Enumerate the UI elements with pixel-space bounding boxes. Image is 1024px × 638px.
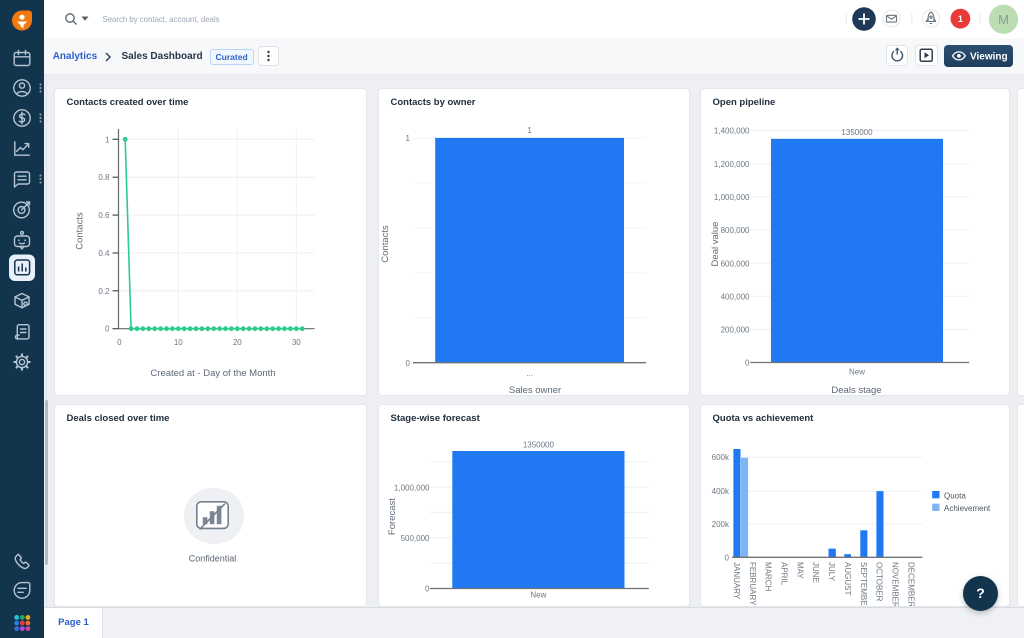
svg-text:1: 1	[105, 135, 110, 144]
svg-text:30: 30	[292, 338, 301, 347]
svg-text:20: 20	[233, 338, 242, 347]
svg-text:Contacts: Contacts	[75, 212, 86, 250]
svg-text:...: ...	[526, 369, 533, 378]
svg-text:0: 0	[117, 338, 122, 347]
svg-text:1,000,000: 1,000,000	[714, 193, 750, 202]
svg-text:NOVEMBER: NOVEMBER	[891, 562, 900, 607]
svg-text:APRIL: APRIL	[780, 562, 789, 586]
svg-text:400k: 400k	[712, 487, 730, 496]
svg-text:Deal value: Deal value	[710, 222, 721, 267]
svg-text:Deals stage: Deals stage	[831, 385, 881, 396]
svg-text:M: M	[998, 12, 1009, 27]
svg-text:Viewing: Viewing	[970, 51, 1008, 62]
svg-text:600,000: 600,000	[721, 259, 750, 268]
svg-text:Search by contact, account, de: Search by contact, account, deals	[103, 14, 220, 24]
svg-text:1350000: 1350000	[841, 128, 873, 137]
svg-text:0.4: 0.4	[98, 249, 110, 258]
svg-text:DECEMBER: DECEMBER	[906, 562, 915, 607]
svg-text:SEPTEMBER: SEPTEMBER	[859, 562, 868, 607]
svg-text:Contacts: Contacts	[380, 225, 391, 263]
svg-text:10: 10	[174, 338, 183, 347]
svg-text:JUNE: JUNE	[811, 562, 820, 583]
svg-text:400,000: 400,000	[721, 293, 750, 302]
svg-text:0.8: 0.8	[98, 173, 110, 182]
svg-text:New: New	[849, 368, 865, 377]
svg-text:JULY: JULY	[827, 562, 836, 582]
svg-text:0: 0	[725, 553, 730, 562]
svg-text:1,000,000: 1,000,000	[394, 483, 430, 492]
svg-text:Quota: Quota	[944, 491, 966, 500]
svg-text:JANUARY: JANUARY	[732, 562, 741, 600]
svg-text:800,000: 800,000	[721, 226, 750, 235]
svg-text:New: New	[530, 591, 546, 600]
svg-text:0: 0	[745, 359, 750, 368]
svg-text:Confidential: Confidential	[189, 554, 237, 564]
svg-text:Created at - Day of the Month: Created at - Day of the Month	[150, 368, 275, 379]
svg-text:Forecast: Forecast	[387, 498, 398, 535]
svg-text:0.6: 0.6	[98, 211, 110, 220]
svg-text:MAY: MAY	[795, 562, 804, 579]
svg-text:0: 0	[406, 359, 411, 368]
svg-text:600k: 600k	[712, 453, 730, 462]
svg-text:0.2: 0.2	[98, 287, 110, 296]
svg-text:FEBRUARY: FEBRUARY	[748, 562, 757, 606]
svg-text:MARCH: MARCH	[764, 562, 773, 592]
svg-text:1: 1	[406, 134, 411, 143]
svg-text:1,200,000: 1,200,000	[714, 160, 750, 169]
svg-text:0: 0	[425, 585, 430, 594]
svg-text:200,000: 200,000	[721, 326, 750, 335]
svg-text:OCTOBER: OCTOBER	[875, 562, 884, 602]
svg-text:Sales owner: Sales owner	[509, 385, 561, 396]
svg-text:0: 0	[105, 325, 110, 334]
svg-text:1350000: 1350000	[523, 440, 555, 449]
svg-text:200k: 200k	[712, 520, 730, 529]
svg-text:1: 1	[958, 14, 963, 24]
svg-text:500,000: 500,000	[401, 534, 430, 543]
svg-text:AUGUST: AUGUST	[843, 562, 852, 595]
svg-text:Achievement: Achievement	[944, 504, 991, 513]
svg-text:1: 1	[527, 126, 532, 135]
svg-text:1,400,000: 1,400,000	[714, 127, 750, 136]
